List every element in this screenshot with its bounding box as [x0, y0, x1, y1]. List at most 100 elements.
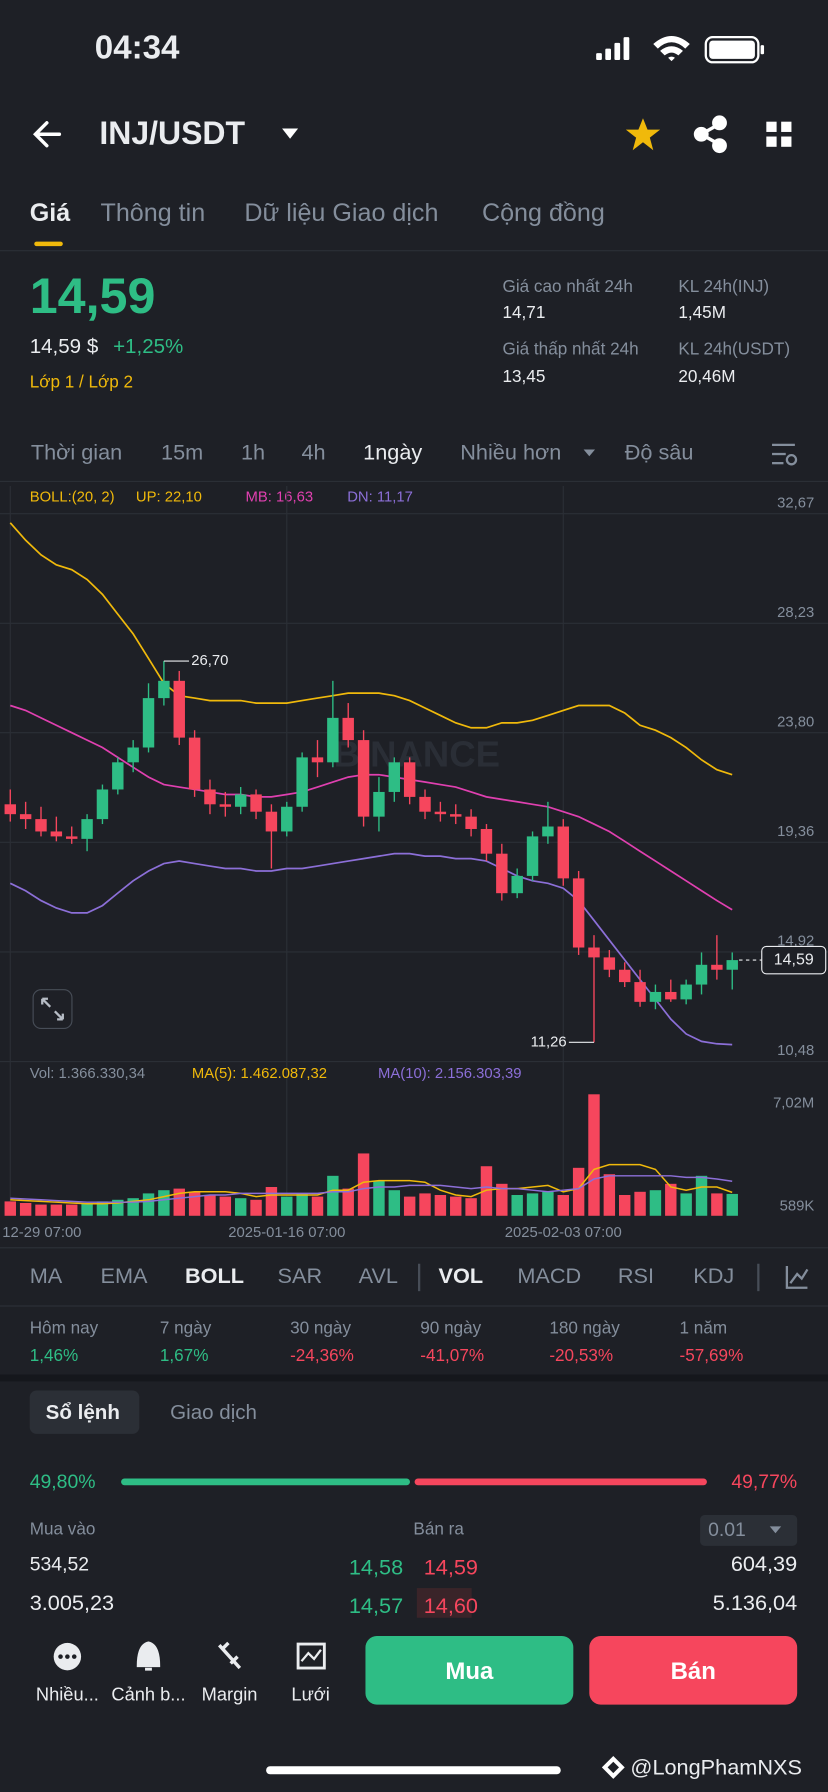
interval[interactable]: Thời gian: [31, 440, 122, 465]
candle-body: [434, 811, 447, 815]
expand-button[interactable]: [32, 989, 73, 1030]
candle-body: [250, 794, 262, 812]
depth-shade: [416, 1588, 472, 1618]
sell-ratio: 49,77%: [731, 1471, 797, 1493]
volume-bar: [634, 1191, 646, 1216]
period-label: Hôm nay: [30, 1317, 99, 1337]
x-tick-label: 2025-01-16 07:00: [228, 1225, 345, 1241]
chart-settings[interactable]: [772, 443, 798, 466]
orderbook-tab[interactable]: Giao dịch: [170, 1401, 257, 1424]
volume-bar: [142, 1193, 155, 1216]
charts: 32,67 28,23 23,80 19,36 14,92 10,48 7,02M 589K 2…: [0, 485, 828, 1241]
volume-bar: [588, 1094, 600, 1216]
volume-bar: [188, 1191, 201, 1216]
stat-label: KL 24h(USDT): [678, 339, 790, 359]
action-label[interactable]: Nhiều...: [36, 1683, 99, 1704]
period-change: -20,53%: [549, 1345, 613, 1365]
action-label[interactable]: Margin: [202, 1683, 258, 1704]
more-dropdown[interactable]: [583, 449, 596, 457]
candle-body: [542, 826, 554, 837]
margin-icon[interactable]: [218, 1641, 242, 1670]
volume-bar: [496, 1183, 508, 1216]
candle-body: [204, 789, 216, 805]
period-label: 1 năm: [680, 1317, 728, 1337]
candle-body: [726, 960, 738, 970]
back-button[interactable]: [32, 121, 62, 148]
sell-button-label[interactable]: Bán: [671, 1658, 716, 1685]
watermark: @LongPhamNXS: [630, 1754, 802, 1779]
legend-entry: Vol: 1.366.330,34: [30, 1066, 145, 1082]
volume-bar: [250, 1199, 262, 1216]
volume-bar: [327, 1175, 339, 1216]
action-label[interactable]: Lưới: [291, 1683, 329, 1704]
precision-select[interactable]: 0.01: [708, 1519, 746, 1541]
indicator-settings[interactable]: [785, 1266, 809, 1289]
precision-select-bg[interactable]: [700, 1515, 798, 1546]
volume-bar: [603, 1174, 616, 1216]
volume-bar: [281, 1196, 293, 1216]
indicator[interactable]: RSI: [618, 1263, 654, 1288]
expand-icon: [41, 997, 64, 1021]
ask-price: 14,59: [424, 1554, 478, 1579]
menu-button[interactable]: [766, 121, 792, 147]
legend-entry: MA(10): 2.156.303,39: [378, 1066, 521, 1082]
buy-button-label[interactable]: Mua: [445, 1658, 494, 1685]
volume-bar: [465, 1198, 477, 1216]
indicator[interactable]: MACD: [517, 1263, 581, 1288]
indicator[interactable]: MA: [30, 1263, 63, 1288]
interval[interactable]: 1h: [241, 440, 265, 465]
orderbook-tab[interactable]: Sổ lệnh: [46, 1401, 120, 1424]
interval[interactable]: 15m: [161, 440, 203, 465]
grid-icon[interactable]: [296, 1642, 326, 1670]
pair-dropdown[interactable]: [282, 128, 299, 139]
volume-bar: [373, 1180, 385, 1216]
favorite-star[interactable]: [625, 118, 661, 151]
volume-bar: [695, 1175, 708, 1216]
tab[interactable]: Thông tin: [101, 199, 206, 227]
tab[interactable]: Giá: [30, 199, 72, 227]
volume-bar: [526, 1193, 539, 1216]
indicator-active[interactable]: BOLL: [185, 1263, 244, 1288]
last-price-box: [761, 945, 827, 975]
indicator-active[interactable]: VOL: [439, 1263, 484, 1288]
y-tick-label: 7,02M: [773, 1095, 814, 1111]
candle-body: [265, 811, 278, 832]
high-label: 26,70: [191, 653, 228, 669]
precision-dropdown[interactable]: [769, 1526, 782, 1534]
indicator[interactable]: EMA: [101, 1263, 149, 1288]
tab[interactable]: Cộng đồng: [482, 199, 605, 227]
candle-body: [450, 814, 462, 817]
tab-active-bg: [29, 1390, 140, 1434]
interval-active[interactable]: 1ngày: [363, 440, 422, 465]
indicator[interactable]: KDJ: [693, 1263, 734, 1288]
interval[interactable]: Độ sâu: [625, 440, 694, 465]
tab[interactable]: Dữ liệu Giao dịch: [244, 199, 438, 227]
alert-icon[interactable]: [136, 1641, 161, 1671]
sell-button[interactable]: [589, 1636, 798, 1705]
interval[interactable]: Nhiều hơn: [460, 440, 561, 465]
candle-body: [81, 819, 93, 839]
candle-body: [388, 762, 401, 792]
boll-line: [10, 704, 733, 911]
candle-body: [327, 717, 339, 763]
indicator[interactable]: AVL: [359, 1263, 398, 1288]
action-label[interactable]: Cảnh b...: [111, 1683, 185, 1704]
candle-body: [66, 836, 78, 839]
candle-body: [35, 819, 47, 832]
share-button[interactable]: [693, 115, 727, 154]
more-action[interactable]: [53, 1642, 82, 1671]
section-gap: [0, 1374, 828, 1382]
ask-qty: 5.136,04: [713, 1590, 797, 1615]
volume-bar: [665, 1183, 677, 1216]
layer-tag[interactable]: Lớp 1 / Lớp 2: [30, 372, 133, 392]
volume-bar: [357, 1153, 370, 1216]
buy-button[interactable]: [365, 1636, 574, 1705]
indicator[interactable]: SAR: [278, 1263, 323, 1288]
pair-title[interactable]: INJ/USDT: [99, 115, 245, 151]
tab-indicator: [34, 241, 63, 247]
candle-body: [634, 982, 646, 1002]
price-plot: [4, 522, 738, 1046]
interval[interactable]: 4h: [302, 440, 326, 465]
volume-bar: [50, 1204, 63, 1216]
candle-body: [188, 737, 201, 790]
